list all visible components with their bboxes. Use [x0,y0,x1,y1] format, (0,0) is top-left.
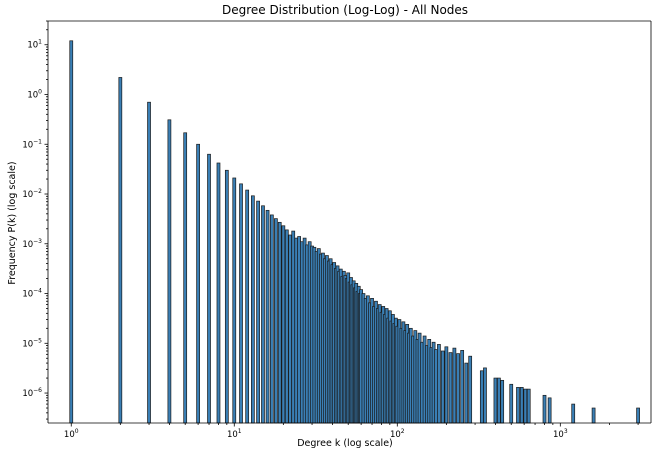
x-tick-label: 102 [390,428,405,440]
bar-k-500 [509,383,514,424]
y-tick-label: 10−6 [22,387,42,399]
y-tick-label: 10−3 [22,238,42,250]
bar-k-400 [493,377,498,424]
bar-k-200 [444,346,449,424]
x-ticks-group: 100 101 102 103 [64,423,639,440]
bar-k-224 [452,347,457,424]
bar-k-6 [196,143,200,424]
bar-k-860 [547,397,552,424]
chart-title: Degree Distribution (Log-Log) - All Node… [222,3,468,17]
x-tick-label: 100 [64,428,79,440]
y-tick-label: 10−1 [22,138,42,150]
bars-group [69,40,640,424]
x-axis-label: Degree k (log scale) [297,438,393,449]
axes-group [47,20,652,424]
bar-k-20 [281,225,286,424]
bar-k-5 [183,132,188,424]
bar-k-11 [239,183,243,424]
bar-k-610 [523,388,528,424]
bar-k-2 [118,77,123,424]
y-tick-label: 10−5 [22,337,42,349]
bar-k-14 [256,200,260,424]
y-axis-label: Frequency P(k) (log scale) [7,161,18,284]
bar-k-7 [207,153,211,424]
bar-k-21 [284,229,289,424]
bar-k-4 [167,119,172,424]
bar-k-550 [516,387,520,424]
bar-k-280 [468,355,473,424]
bar-k-3000 [636,407,640,424]
x-tick-label: 101 [227,428,242,440]
bar-k-1 [69,40,74,424]
bar-k-212 [448,352,453,424]
x-tick-label: 103 [553,428,568,440]
y-tick-label: 100 [27,88,42,100]
bar-k-580 [519,387,524,424]
bar-k-345 [483,367,487,424]
y-tick-label: 10−4 [22,288,42,300]
bar-k-250 [460,350,465,424]
bar-k-330 [479,370,484,424]
bar-k-19 [277,221,282,424]
bar-k-10 [232,177,237,424]
bar-k-23 [291,230,296,424]
y-tick-label: 101 [27,39,42,51]
bar-k-180 [437,344,441,424]
bar-k-13 [251,195,255,424]
bar-k-16 [265,209,270,424]
bar-k-22 [288,234,292,424]
bar-k-1200 [571,403,576,424]
bar-k-15 [261,205,265,424]
y-tick-label: 10−2 [22,188,42,200]
bar-k-440 [500,379,505,424]
bar-k-3 [147,101,151,424]
bar-k-1600 [591,407,596,424]
bar-k-8 [216,162,221,424]
bar-k-800 [542,394,547,424]
bar-k-236 [456,353,460,424]
bar-k-420 [497,377,501,424]
bar-k-18 [274,218,278,424]
bar-k-9 [224,169,229,424]
bar-k-190 [440,350,445,424]
y-ticks-group: 10−6 10−5 10−4 10−3 10−2 10−1 100 101 [22,20,48,420]
bar-k-640 [526,388,531,424]
bar-k-12 [245,189,250,424]
bar-k-17 [269,214,274,424]
bar-k-265 [464,362,469,424]
